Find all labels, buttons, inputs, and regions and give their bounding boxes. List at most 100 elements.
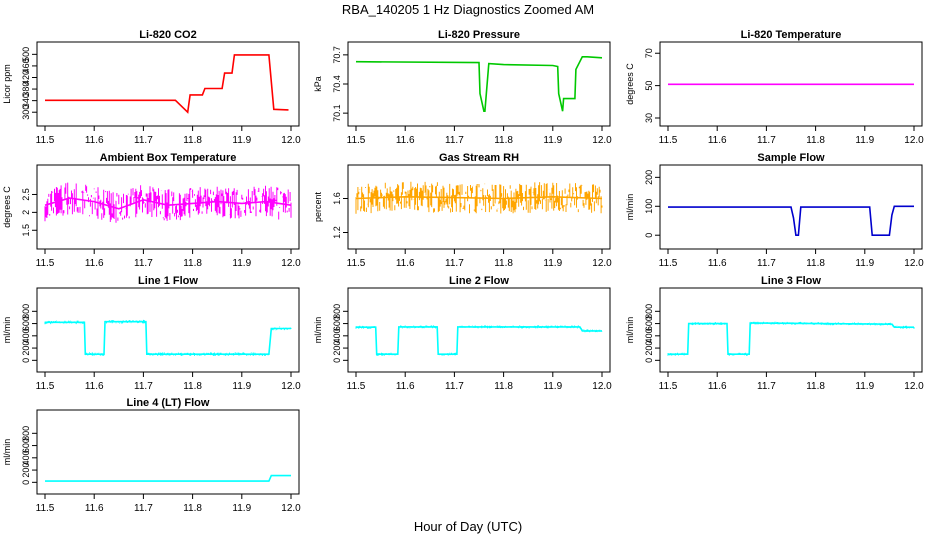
panel-line1: Line 1 Flow 11.5 11.6 11.7 11.8 11.9 12.0 0 2004… bbox=[2, 275, 301, 392]
panel-title: Line 2 Flow bbox=[449, 275, 509, 287]
series-box_temp-noise bbox=[44, 182, 292, 223]
plot-frame bbox=[347, 164, 611, 250]
x-tick-label: 11.6 bbox=[396, 135, 415, 146]
panel-title: Gas Stream RH bbox=[439, 152, 519, 164]
x-tick-label: 11.6 bbox=[85, 135, 104, 146]
x-tick-label: 11.5 bbox=[36, 381, 55, 392]
y-tick-label: 600 bbox=[644, 316, 654, 331]
panel-title: Line 1 Flow bbox=[138, 275, 198, 287]
x-tick-label: 11.6 bbox=[85, 258, 104, 269]
y-axis-label: ml/min bbox=[2, 317, 12, 344]
y-axis-label: Licor ppm bbox=[2, 64, 12, 104]
y-tick-label: 800 bbox=[644, 304, 654, 319]
x-tick-label: 11.5 bbox=[36, 503, 55, 514]
x-tick-label: 11.8 bbox=[806, 135, 825, 146]
x-tick-label: 11.8 bbox=[494, 258, 513, 269]
x-tick-label: 11.5 bbox=[36, 135, 55, 146]
panel-line3: Line 3 Flow 11.5 11.6 11.7 11.8 11.9 12.0 0 2004… bbox=[625, 275, 924, 392]
panel-title: Line 3 Flow bbox=[761, 275, 821, 287]
plot-frame bbox=[659, 287, 923, 373]
y-axis-label: ml/min bbox=[625, 194, 635, 221]
y-tick-label: 420 bbox=[21, 70, 31, 85]
x-tick-label: 12.0 bbox=[904, 258, 924, 269]
panel-co2: Li-820 CO2 11.5 11.6 11.7 11.8 11.9 12.0 300340… bbox=[2, 29, 301, 146]
x-tick-label: 11.9 bbox=[855, 258, 874, 269]
y-tick-label: 200 bbox=[332, 341, 342, 356]
panel-box_temp: Ambient Box Temperature 11.5 11.6 11.7 11.8 1… bbox=[2, 152, 301, 269]
series-line3-noise bbox=[667, 321, 915, 356]
y-tick-label: 70.7 bbox=[332, 46, 342, 64]
x-tick-label: 12.0 bbox=[281, 381, 301, 392]
figure-title: RBA_140205 1 Hz Diagnostics Zoomed AM bbox=[342, 2, 594, 17]
panel-li820_temp: Li-820 Temperature 11.5 11.6 11.7 11.8 11.9 12… bbox=[625, 29, 924, 146]
y-tick-label: 0 bbox=[21, 358, 31, 363]
x-tick-label: 11.6 bbox=[708, 381, 727, 392]
y-tick-label: 300 bbox=[21, 105, 31, 120]
panel-title: Ambient Box Temperature bbox=[100, 152, 237, 164]
panel-title: Li-820 CO2 bbox=[139, 29, 196, 41]
x-tick-label: 11.7 bbox=[757, 135, 776, 146]
x-tick-label: 11.8 bbox=[806, 258, 825, 269]
y-tick-label: 500 bbox=[21, 47, 31, 62]
y-tick-label: 1.5 bbox=[21, 224, 31, 237]
x-tick-label: 11.5 bbox=[36, 258, 55, 269]
y-tick-label: 70 bbox=[644, 48, 654, 58]
series-sample_flow-0 bbox=[668, 205, 914, 236]
y-tick-label: 200 bbox=[21, 463, 31, 478]
panel-rh: Gas Stream RH 11.5 11.6 11.7 11.8 11.9 12.0 1.2… bbox=[313, 152, 612, 269]
plot-frame bbox=[659, 41, 923, 127]
plot-frame bbox=[36, 409, 300, 495]
y-tick-label: 340 bbox=[21, 93, 31, 108]
y-tick-label: 1.2 bbox=[332, 226, 342, 239]
y-axis-label: kPa bbox=[313, 76, 323, 92]
figure-xlabel: Hour of Day (UTC) bbox=[414, 519, 522, 534]
x-tick-label: 11.7 bbox=[445, 258, 464, 269]
series-pressure-0 bbox=[355, 56, 603, 112]
y-tick-label: 400 bbox=[21, 328, 31, 343]
x-tick-label: 11.5 bbox=[659, 258, 678, 269]
x-tick-label: 11.8 bbox=[183, 381, 202, 392]
panel-title: Li-820 Pressure bbox=[438, 29, 520, 41]
panel-sample_flow: Sample Flow 11.5 11.6 11.7 11.8 11.9 12.0 0 100 2… bbox=[625, 152, 924, 269]
x-tick-label: 11.6 bbox=[708, 135, 727, 146]
series-line1-noise bbox=[44, 319, 292, 356]
y-tick-label: 100 bbox=[644, 199, 654, 214]
y-tick-label: 30 bbox=[644, 113, 654, 123]
x-tick-label: 11.9 bbox=[232, 503, 251, 514]
x-tick-label: 12.0 bbox=[592, 135, 612, 146]
x-tick-label: 11.9 bbox=[543, 258, 562, 269]
x-tick-label: 11.7 bbox=[134, 381, 153, 392]
y-tick-label: 0 bbox=[644, 233, 654, 238]
plot-frame bbox=[36, 164, 300, 250]
y-axis-label: ml/min bbox=[625, 317, 635, 344]
x-tick-label: 11.9 bbox=[232, 381, 251, 392]
x-tick-label: 11.6 bbox=[396, 381, 415, 392]
plot-frame bbox=[36, 41, 300, 127]
y-tick-label: 70.4 bbox=[332, 75, 342, 93]
x-tick-label: 12.0 bbox=[904, 381, 924, 392]
x-tick-label: 11.7 bbox=[757, 381, 776, 392]
x-tick-label: 11.9 bbox=[855, 135, 874, 146]
x-tick-label: 11.7 bbox=[134, 135, 153, 146]
x-tick-label: 11.9 bbox=[232, 135, 251, 146]
series-line4-0 bbox=[45, 474, 291, 482]
x-tick-label: 12.0 bbox=[592, 381, 612, 392]
x-tick-label: 11.8 bbox=[806, 381, 825, 392]
x-tick-label: 11.5 bbox=[659, 381, 678, 392]
x-tick-label: 11.5 bbox=[659, 135, 678, 146]
panel-line2: Line 2 Flow 11.5 11.6 11.7 11.8 11.9 12.0 0 2004… bbox=[313, 275, 612, 392]
x-tick-label: 11.8 bbox=[183, 503, 202, 514]
plot-frame bbox=[659, 164, 923, 250]
y-tick-label: 70.1 bbox=[332, 104, 342, 122]
y-tick-label: 50 bbox=[644, 81, 654, 91]
y-tick-label: 800 bbox=[332, 304, 342, 319]
x-tick-label: 11.8 bbox=[494, 135, 513, 146]
y-tick-label: 460 bbox=[21, 58, 31, 73]
y-axis-label: ml/min bbox=[2, 439, 12, 466]
panel-line4: Line 4 (LT) Flow 11.5 11.6 11.7 11.8 11.9 12.0… bbox=[2, 397, 301, 514]
x-tick-label: 11.7 bbox=[757, 258, 776, 269]
y-tick-label: 200 bbox=[644, 341, 654, 356]
y-tick-label: 800 bbox=[21, 304, 31, 319]
